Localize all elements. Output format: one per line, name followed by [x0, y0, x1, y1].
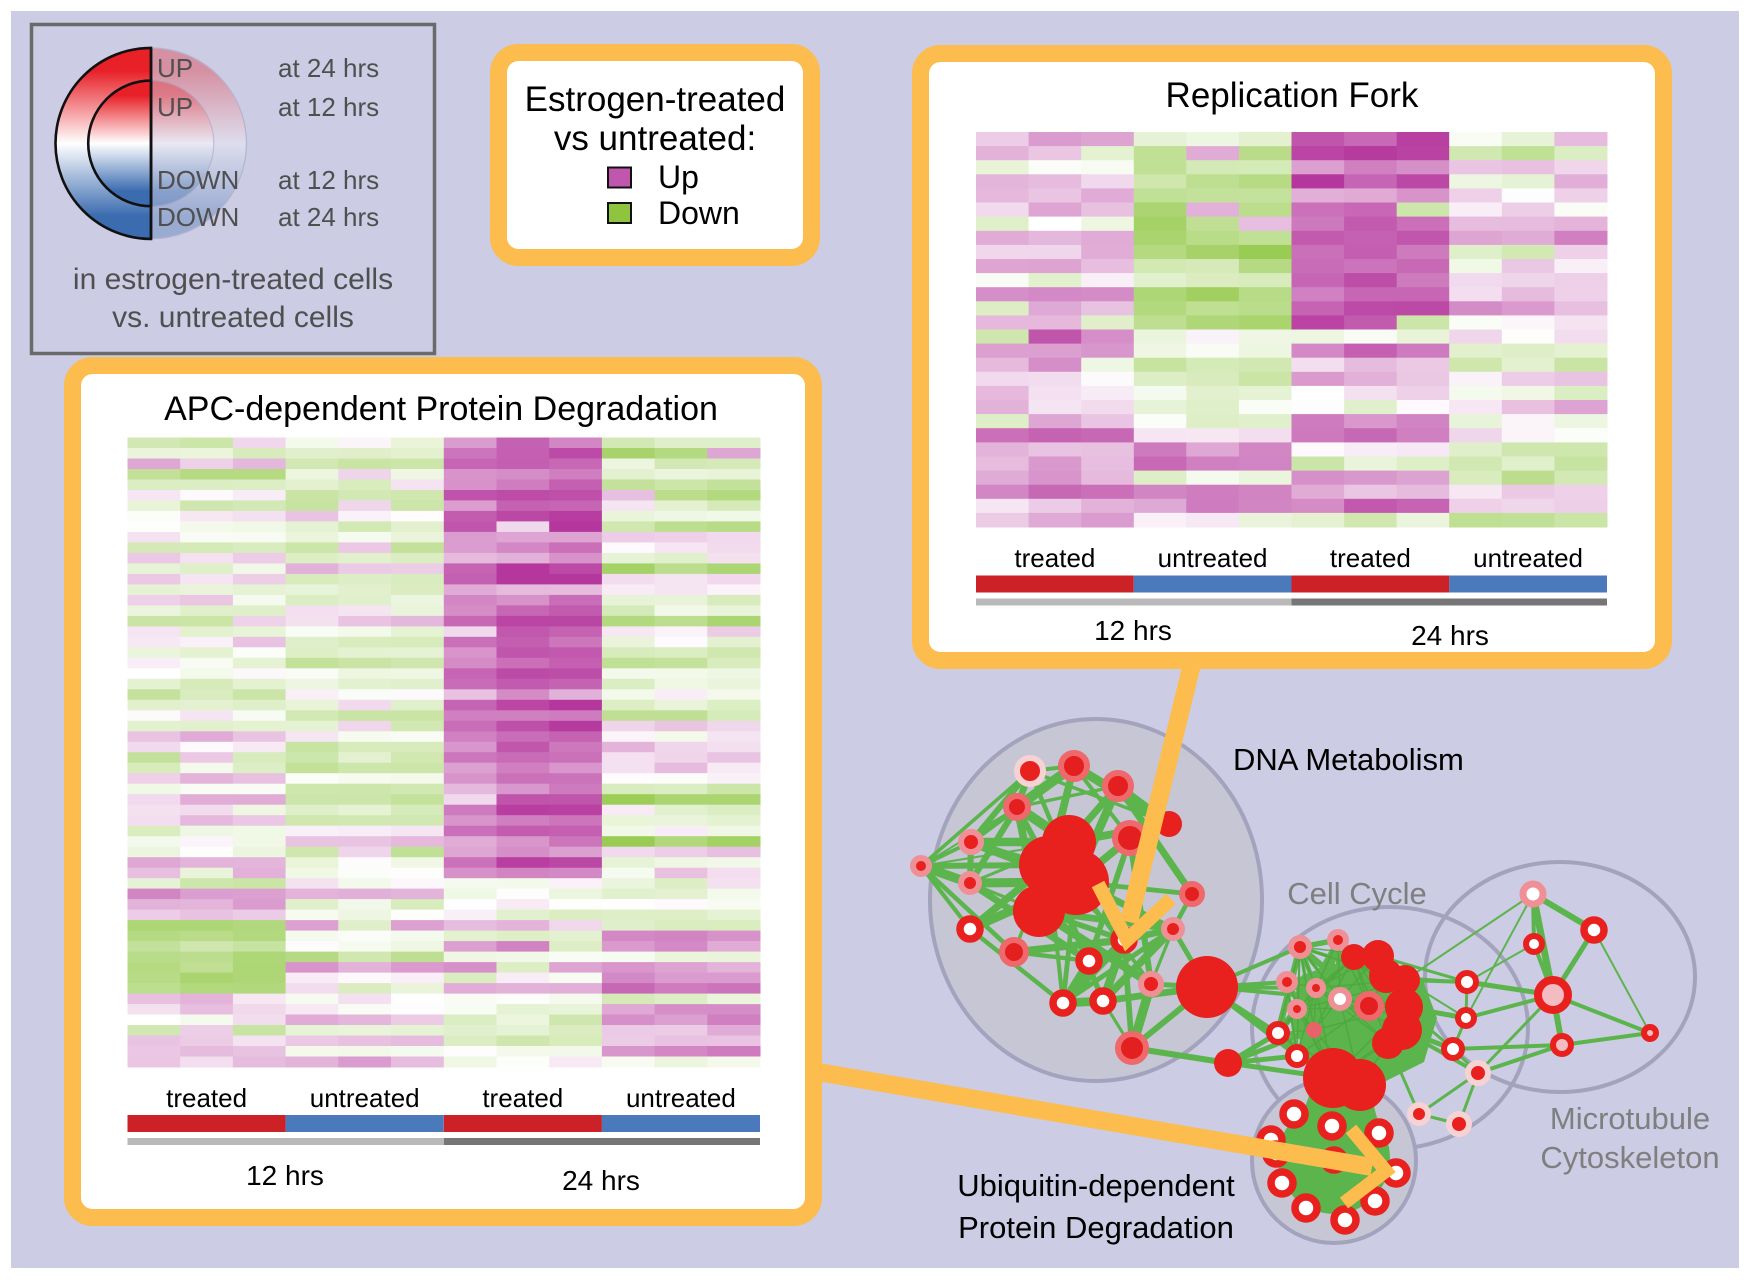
svg-text:DOWN: DOWN	[157, 165, 239, 195]
svg-text:Down: Down	[658, 195, 740, 231]
svg-text:at 12 hrs: at 12 hrs	[278, 165, 379, 195]
svg-text:untreated: untreated	[1473, 543, 1583, 573]
svg-text:APC-dependent Protein Degradat: APC-dependent Protein Degradation	[164, 390, 718, 428]
svg-text:Ubiquitin-dependent: Ubiquitin-dependent	[957, 1168, 1235, 1203]
svg-text:at 24 hrs: at 24 hrs	[278, 53, 379, 83]
svg-text:UP: UP	[157, 92, 193, 122]
svg-text:UP: UP	[157, 53, 193, 83]
svg-text:in estrogen-treated cells: in estrogen-treated cells	[73, 263, 393, 296]
svg-text:Cytoskeleton: Cytoskeleton	[1540, 1140, 1719, 1175]
svg-text:at 12 hrs: at 12 hrs	[278, 92, 379, 122]
svg-text:vs. untreated cells: vs. untreated cells	[112, 301, 354, 334]
svg-text:Replication Fork: Replication Fork	[1166, 76, 1419, 115]
svg-text:Cell Cycle: Cell Cycle	[1287, 876, 1427, 911]
svg-text:Microtubule: Microtubule	[1550, 1101, 1710, 1136]
svg-text:Protein Degradation: Protein Degradation	[958, 1210, 1234, 1245]
svg-text:24 hrs: 24 hrs	[1411, 620, 1489, 651]
svg-text:treated: treated	[482, 1083, 563, 1113]
svg-text:24 hrs: 24 hrs	[562, 1165, 640, 1196]
svg-text:untreated: untreated	[1158, 543, 1268, 573]
svg-text:Estrogen-treated: Estrogen-treated	[525, 80, 786, 119]
svg-text:vs untreated:: vs untreated:	[554, 119, 756, 158]
svg-text:treated: treated	[1330, 543, 1411, 573]
svg-text:untreated: untreated	[626, 1083, 736, 1113]
svg-text:at 24 hrs: at 24 hrs	[278, 202, 379, 232]
svg-text:treated: treated	[166, 1083, 247, 1113]
svg-text:DOWN: DOWN	[157, 202, 239, 232]
svg-text:treated: treated	[1014, 543, 1095, 573]
svg-text:12 hrs: 12 hrs	[246, 1160, 324, 1191]
svg-text:untreated: untreated	[310, 1083, 420, 1113]
svg-text:12 hrs: 12 hrs	[1094, 615, 1172, 646]
svg-text:Up: Up	[658, 159, 699, 195]
svg-text:DNA Metabolism: DNA Metabolism	[1233, 742, 1464, 777]
